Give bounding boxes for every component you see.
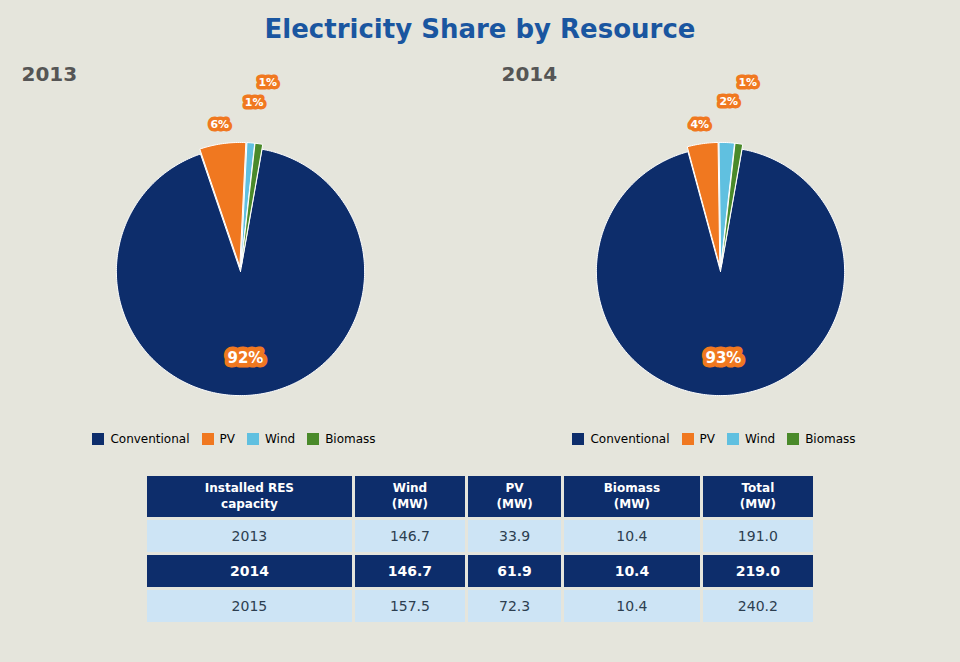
html-text:10.4: 10.4 — [616, 598, 648, 615]
html-text:Total (MW): Total (MW) — [739, 481, 776, 511]
svg-text:2014: 2014 — [502, 62, 558, 86]
html-text:PV: PV — [219, 431, 235, 446]
html-text:61.9: 61.9 — [497, 563, 532, 580]
html-text:146.7: 146.7 — [389, 528, 430, 545]
html-text:Wind: Wind — [745, 431, 776, 446]
svg-text:1%: 1% — [738, 76, 757, 89]
svg-text:1%: 1% — [245, 96, 264, 109]
svg-text:2%: 2% — [719, 95, 738, 108]
html-text:Wind (MW): Wind (MW) — [391, 481, 428, 511]
html-text:2014: 2014 — [229, 563, 269, 580]
html-text:2013: 2013 — [231, 528, 268, 545]
html-text:Electricity Share by Resource: Electricity Share by Resource — [264, 14, 696, 44]
html-text:PV: PV — [699, 431, 715, 446]
html-text:240.2: 240.2 — [737, 598, 778, 615]
html-text:10.4: 10.4 — [616, 528, 648, 545]
html-text:Conventional: Conventional — [590, 431, 670, 446]
svg-text:2013: 2013 — [22, 62, 78, 86]
svg-text:92%: 92% — [227, 349, 263, 367]
html-text:Biomass: Biomass — [805, 431, 856, 446]
html-text:Installed RES capacity: Installed RES capacity — [204, 481, 294, 511]
svg-text:6%: 6% — [210, 118, 229, 131]
html-text:146.7: 146.7 — [387, 563, 433, 580]
html-text:157.5: 157.5 — [389, 598, 430, 615]
html-text:219.0: 219.0 — [735, 563, 780, 580]
html-text:Wind: Wind — [265, 431, 296, 446]
html-text:10.4: 10.4 — [614, 563, 650, 580]
svg-text:1%: 1% — [258, 76, 277, 89]
html-text:Conventional: Conventional — [110, 431, 190, 446]
html-text:Biomass (MW): Biomass (MW) — [603, 481, 661, 511]
html-text:PV (MW): PV (MW) — [496, 481, 533, 511]
html-text:191.0: 191.0 — [737, 528, 778, 545]
svg-text:4%: 4% — [690, 118, 709, 131]
svg-text:93%: 93% — [705, 349, 741, 367]
html-text:Biomass: Biomass — [325, 431, 376, 446]
html-text:33.9: 33.9 — [499, 528, 531, 545]
html-text:2015: 2015 — [231, 598, 268, 615]
html-text:72.3: 72.3 — [499, 598, 531, 615]
